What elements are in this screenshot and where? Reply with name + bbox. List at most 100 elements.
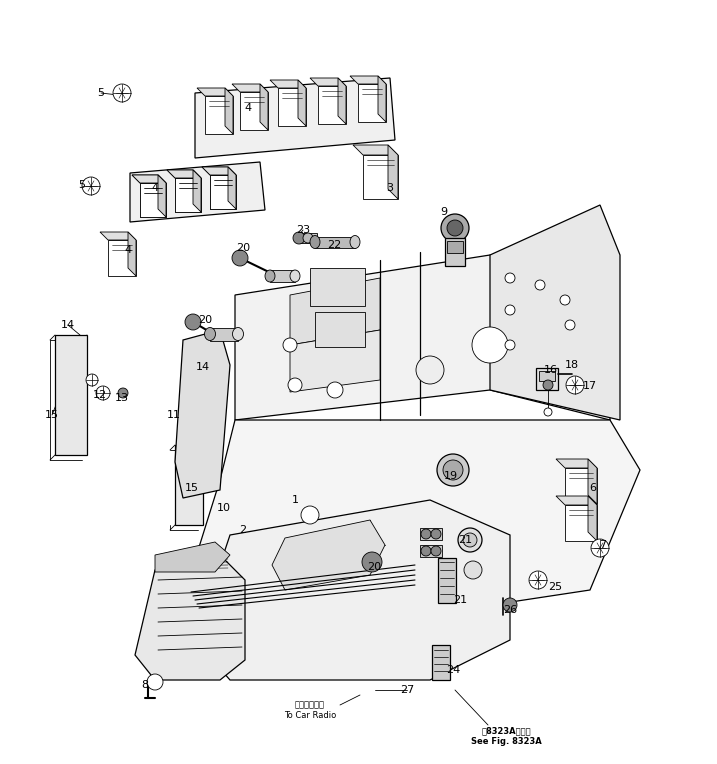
Polygon shape [235,255,610,420]
Circle shape [301,506,319,524]
Polygon shape [310,78,346,86]
Polygon shape [378,76,386,122]
Text: 10: 10 [217,503,231,513]
Text: 4: 4 [151,183,158,193]
Polygon shape [195,500,510,680]
Circle shape [464,561,482,579]
Text: 1: 1 [292,495,298,505]
Polygon shape [128,232,136,276]
Circle shape [463,533,477,547]
Polygon shape [350,76,386,84]
Polygon shape [202,167,236,175]
Text: 25: 25 [548,582,562,592]
Circle shape [505,273,515,283]
Text: 23: 23 [296,225,310,235]
Text: 21: 21 [458,535,472,545]
Bar [270,270,295,282]
Text: 22: 22 [327,240,341,250]
Polygon shape [100,232,136,240]
Bar [318,86,346,124]
Circle shape [416,356,444,384]
Polygon shape [338,78,346,124]
Bar [140,183,166,217]
Bar [140,183,166,217]
Text: 4: 4 [244,103,252,113]
Bar [565,505,597,541]
Bar [210,175,236,209]
Bar [299,233,317,243]
Bar [358,84,386,122]
Bar [210,328,238,341]
Text: 9: 9 [440,207,447,217]
Polygon shape [132,175,166,183]
Text: 第8323A図の照
See Fig. 8323A: 第8323A図の照 See Fig. 8323A [470,727,541,746]
Polygon shape [167,170,201,178]
Circle shape [232,250,248,266]
Circle shape [431,529,441,539]
Circle shape [529,571,547,589]
Circle shape [437,454,469,486]
Text: 8: 8 [141,680,148,690]
Bar [420,545,442,557]
Bar [240,92,268,130]
Text: 13: 13 [115,393,129,403]
Bar [315,312,365,347]
Text: 2: 2 [239,525,247,535]
Polygon shape [290,330,380,392]
Text: 19: 19 [444,471,458,481]
Circle shape [560,295,570,305]
Text: 20: 20 [198,315,212,325]
Circle shape [505,305,515,315]
Bar [108,240,136,276]
Ellipse shape [290,270,300,282]
Circle shape [185,314,201,330]
Bar [363,155,398,199]
Polygon shape [158,175,166,217]
Polygon shape [556,496,597,505]
Polygon shape [556,459,597,468]
Text: 12: 12 [93,390,107,400]
Ellipse shape [310,235,320,248]
Circle shape [472,327,508,363]
Polygon shape [298,80,306,126]
Text: 5: 5 [78,180,85,190]
Text: 26: 26 [503,605,517,615]
Polygon shape [130,162,265,222]
Bar [175,445,203,525]
Circle shape [447,220,463,236]
Polygon shape [195,78,395,158]
Polygon shape [228,167,236,209]
Text: 20: 20 [236,243,250,253]
Circle shape [421,546,431,556]
Text: 21: 21 [453,595,467,605]
Circle shape [293,232,305,244]
Polygon shape [588,496,597,541]
Polygon shape [290,278,380,345]
Polygon shape [260,84,268,130]
Bar [565,468,597,504]
Text: 24: 24 [446,665,460,675]
Text: 14: 14 [61,320,75,330]
Circle shape [421,529,431,539]
Text: 11: 11 [167,410,181,420]
Text: 15: 15 [45,410,59,420]
Bar [438,558,456,603]
Text: 27: 27 [400,685,414,695]
Ellipse shape [204,328,216,341]
Circle shape [535,280,545,290]
Bar [432,645,450,680]
Circle shape [443,460,463,480]
Polygon shape [193,170,201,212]
Polygon shape [197,88,233,96]
Bar [175,178,201,212]
Bar [278,88,306,126]
Text: 15: 15 [185,483,199,493]
Circle shape [458,528,482,552]
Polygon shape [353,145,398,155]
Polygon shape [175,330,230,498]
Circle shape [113,84,131,102]
Polygon shape [225,88,233,134]
Circle shape [503,598,517,612]
Text: 7: 7 [599,540,607,550]
Circle shape [441,214,469,242]
